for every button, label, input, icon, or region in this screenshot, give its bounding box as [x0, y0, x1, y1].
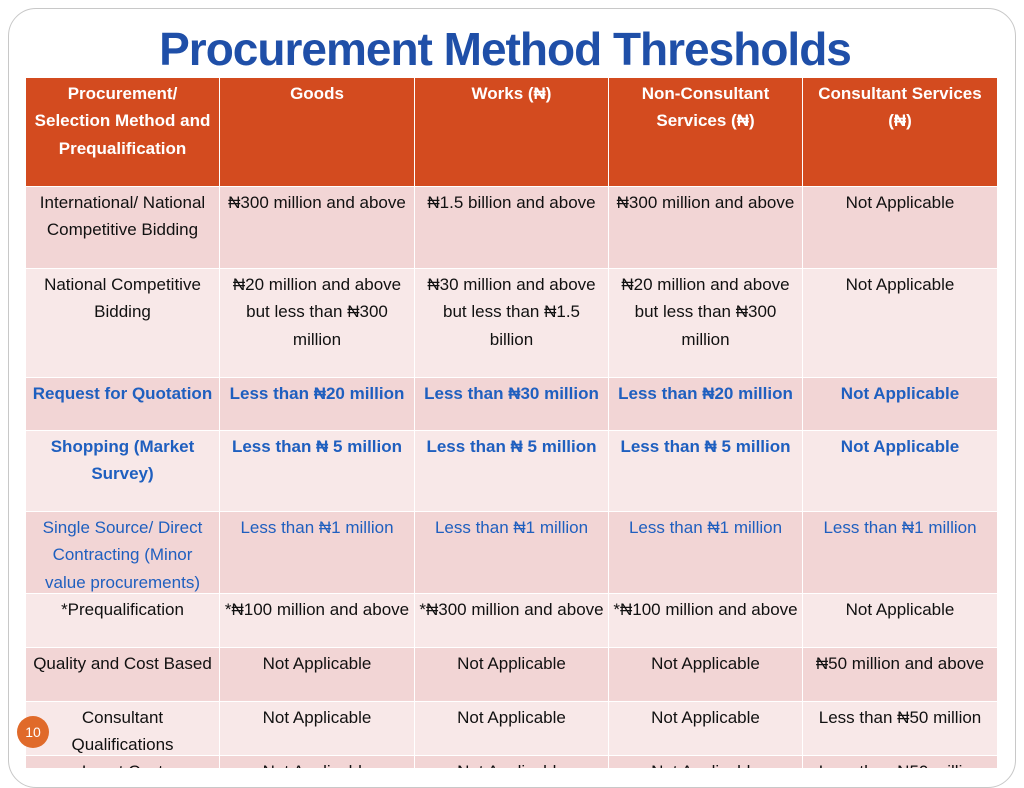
- table-cell: Not Applicable: [220, 702, 415, 756]
- table-row: Consultant Qualifications Not Applicable N…: [26, 702, 998, 756]
- header-cell: Works (₦): [415, 78, 609, 187]
- table-cell: Less than ₦ 5 million: [220, 431, 415, 512]
- table-cell: Less than ₦20 million: [220, 378, 415, 431]
- table-cell: National Competitive Bidding: [26, 269, 220, 378]
- table-row: National Competitive Bidding ₦20 million …: [26, 269, 998, 378]
- threshold-table: Procurement/ Selection Method and Prequa…: [26, 78, 998, 768]
- table-cell: International/ National Competitive Bidd…: [26, 187, 220, 269]
- header-cell: Procurement/ Selection Method and Prequa…: [26, 78, 220, 187]
- table-cell: ₦300 million and above: [220, 187, 415, 269]
- table-cell: Not Applicable: [803, 431, 998, 512]
- table-cell: *₦100 million and above: [220, 594, 415, 648]
- table-cell: Not Applicable: [415, 756, 609, 768]
- table-cell: Less than ₦50 million: [803, 702, 998, 756]
- table-cell: ₦50 million and above: [803, 648, 998, 702]
- table-cell: *₦100 million and above: [609, 594, 803, 648]
- table-cell: Quality and Cost Based: [26, 648, 220, 702]
- table-cell: Request for Quotation: [26, 378, 220, 431]
- table-cell: Not Applicable: [803, 378, 998, 431]
- table-cell: ₦1.5 billion and above: [415, 187, 609, 269]
- table-cell: Not Applicable: [609, 702, 803, 756]
- table-row: Shopping (Market Survey) Less than ₦ 5 mi…: [26, 431, 998, 512]
- table-cell: Single Source/ Direct Contracting (Minor…: [26, 512, 220, 594]
- header-cell: Goods: [220, 78, 415, 187]
- table-row: Single Source/ Direct Contracting (Minor…: [26, 512, 998, 594]
- table-cell: Less than ₦1 million: [415, 512, 609, 594]
- table-cell: Not Applicable: [609, 648, 803, 702]
- header-cell: Consultant Services (₦): [803, 78, 998, 187]
- slide-title: Procurement Method Thresholds: [159, 23, 852, 75]
- table-cell: Less than ₦1 million: [803, 512, 998, 594]
- table-cell: Less than ₦20 million: [609, 378, 803, 431]
- table-cell: Not Applicable: [220, 648, 415, 702]
- page-number: 10: [17, 716, 49, 748]
- slide: Procurement Method Thresholds Procuremen…: [8, 8, 1016, 788]
- table-cell: ₦20 million and above but less than ₦300…: [220, 269, 415, 378]
- table-cell: Not Applicable: [609, 756, 803, 768]
- table-cell: *₦300 million and above: [415, 594, 609, 648]
- table-cell: ₦20 million and above but less than ₦300…: [609, 269, 803, 378]
- table-cell: *Prequalification: [26, 594, 220, 648]
- header-cell: Non-Consultant Services (₦): [609, 78, 803, 187]
- table-cell: Less than ₦50 million: [803, 756, 998, 768]
- table-cell: Less than ₦30 million: [415, 378, 609, 431]
- table-cell: Not Applicable: [415, 648, 609, 702]
- table-cell: Shopping (Market Survey): [26, 431, 220, 512]
- table-cell: Not Applicable: [415, 702, 609, 756]
- table-row: International/ National Competitive Bidd…: [26, 187, 998, 269]
- table-row: Quality and Cost Based Not Applicable Not …: [26, 648, 998, 702]
- table-cell: Less than ₦ 5 million: [415, 431, 609, 512]
- table-cell: Not Applicable: [803, 269, 998, 378]
- table-cell: Less than ₦1 million: [609, 512, 803, 594]
- table-cell: Not Applicable: [803, 187, 998, 269]
- table-row: Request for Quotation Less than ₦20 milli…: [26, 378, 998, 431]
- table-cell: Not Applicable: [220, 756, 415, 768]
- table-cell: Less than ₦1 million: [220, 512, 415, 594]
- table-cell: Least Cost: [26, 756, 220, 768]
- table-row: *Prequalification *₦100 million and above…: [26, 594, 998, 648]
- table-cell: ₦300 million and above: [609, 187, 803, 269]
- table-cell: ₦30 million and above but less than ₦1.5…: [415, 269, 609, 378]
- table-cell: Not Applicable: [803, 594, 998, 648]
- header-row: Procurement/ Selection Method and Prequa…: [26, 78, 998, 187]
- table-cell: Consultant Qualifications: [26, 702, 220, 756]
- table-cell: Less than ₦ 5 million: [609, 431, 803, 512]
